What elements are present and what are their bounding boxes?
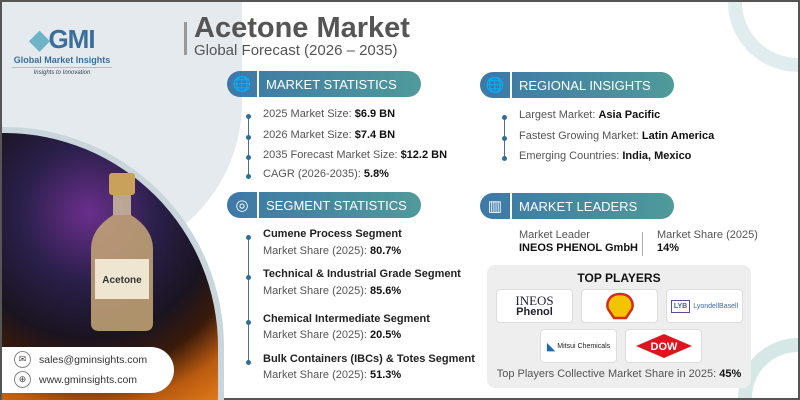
logo-name: Global Market Insights: [12, 55, 112, 68]
segment-title: Cumene Process Segment: [263, 228, 402, 240]
segment-share: Market Share (2025): 85.6%: [263, 285, 402, 297]
region-item: Fastest Growing Market: Latin America: [519, 130, 715, 142]
segment-statistics-header: ◎ SEGMENT STATISTICS: [227, 192, 421, 218]
title-divider: [184, 22, 187, 55]
svg-text:DOW: DOW: [650, 341, 678, 353]
section-title: SEGMENT STATISTICS: [266, 197, 407, 213]
segment-share: Market Share (2025): 80.7%: [263, 245, 402, 257]
section-title: REGIONAL INSIGHTS: [519, 77, 651, 93]
market-statistics-header: 🌐 MARKET STATISTICS: [227, 71, 421, 97]
globe-icon: ⊕: [14, 371, 31, 388]
target-chart-icon: ◎: [227, 192, 259, 218]
lyondellbasell-logo: LYB LyondellBasell: [666, 289, 743, 323]
section-title: MARKET STATISTICS: [266, 76, 397, 92]
market-leaders-header: ▥ MARKET LEADERS: [480, 193, 674, 219]
top-players-title: TOP PLAYERS: [577, 271, 661, 285]
segment-title: Chemical Intermediate Segment: [263, 313, 430, 325]
leader-chart-icon: ▥: [480, 193, 512, 219]
bottle-label: Acetone: [102, 275, 142, 286]
contact-box: ✉ sales@gminsights.com ⊕ www.gminsights.…: [2, 347, 174, 393]
segment-title: Technical & Industrial Grade Segment: [263, 268, 461, 280]
region-item: Emerging Countries: India, Mexico: [519, 150, 692, 162]
website-row[interactable]: ⊕ www.gminsights.com: [14, 371, 137, 388]
regional-insights-header: 🌐 REGIONAL INSIGHTS: [480, 72, 674, 98]
stat-item: 2035 Forecast Market Size: $12.2 BN: [263, 149, 448, 161]
segment-title: Bulk Containers (IBCs) & Totes Segment: [263, 353, 475, 365]
stat-item: CAGR (2026-2035): 5.8%: [263, 168, 389, 180]
segment-share: Market Share (2025): 51.3%: [263, 369, 402, 381]
mitsui-chemicals-logo: ◣ Mitsui Chemicals: [540, 329, 617, 363]
region-item: Largest Market: Asia Pacific: [519, 109, 661, 121]
email-row[interactable]: ✉ sales@gminsights.com: [14, 351, 147, 368]
section-title: MARKET LEADERS: [519, 198, 638, 214]
dow-logo: DOW: [625, 329, 702, 363]
leader-label: Market Leader: [519, 229, 590, 241]
website-link[interactable]: www.gminsights.com: [39, 373, 138, 386]
page-title: Acetone Market: [194, 12, 410, 44]
mail-icon: ✉: [14, 351, 31, 368]
bottle-illustration: Acetone: [91, 173, 153, 331]
logo-mark: GMI: [48, 24, 95, 54]
globe-chart-icon: 🌐: [227, 71, 259, 97]
segment-share: Market Share (2025): 20.5%: [263, 329, 402, 341]
page-subtitle: Global Forecast (2026 – 2035): [194, 42, 398, 59]
logo-tagline: Insights to Innovation: [33, 70, 91, 76]
globe-icon: 🌐: [480, 72, 512, 98]
shell-logo: [581, 289, 658, 323]
ineos-phenol-logo: INEOS Phenol: [496, 289, 573, 323]
top-players-panel: TOP PLAYERS INEOS Phenol LYB LyondellBase…: [487, 265, 751, 388]
gmi-logo: ◆GMI Global Market Insights Insights to …: [12, 24, 112, 76]
stat-item: 2026 Market Size: $7.4 BN: [263, 129, 396, 141]
leader-name: INEOS PHENOL GmbH: [519, 242, 638, 254]
email-link[interactable]: sales@gminsights.com: [39, 353, 148, 366]
leader-share-label: Market Share (2025): [657, 229, 758, 241]
collective-share: Top Players Collective Market Share in 2…: [496, 368, 742, 380]
decorative-arc: [728, 2, 798, 72]
leader-share: 14%: [657, 242, 680, 254]
divider: [642, 232, 643, 256]
stat-item: 2025 Market Size: $6.9 BN: [263, 108, 396, 120]
